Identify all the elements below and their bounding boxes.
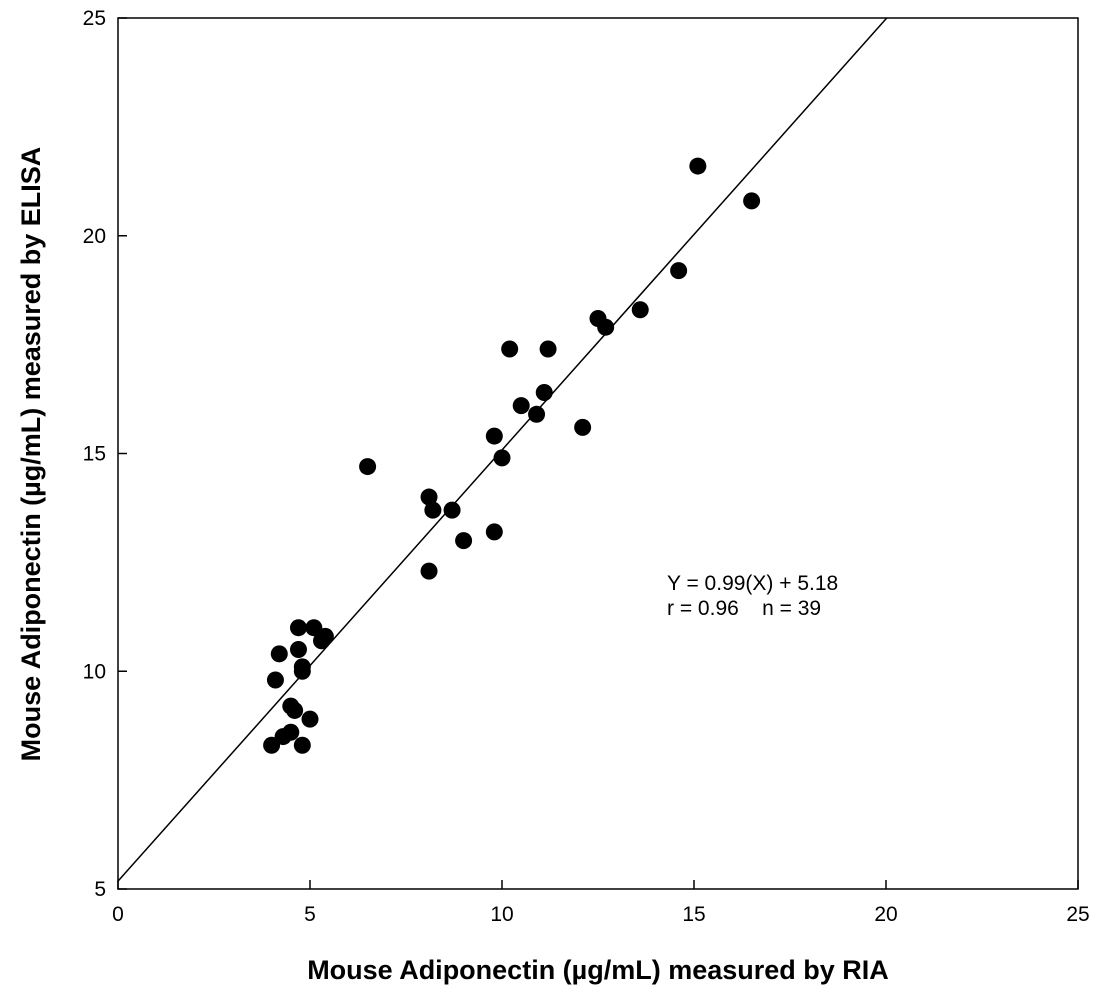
x-axis-title: Mouse Adiponectin (µg/mL) measured by RI…	[307, 955, 889, 985]
x-tick-label: 25	[1066, 903, 1089, 926]
data-point	[282, 724, 299, 741]
data-points	[263, 158, 760, 754]
data-point	[282, 698, 299, 715]
y-axis: 5 10 15 20 25	[83, 7, 127, 901]
data-point	[294, 658, 311, 675]
data-point	[290, 619, 307, 636]
x-tick-label: 0	[112, 903, 124, 926]
x-tick-label: 20	[874, 903, 897, 926]
data-point	[528, 406, 545, 423]
data-point	[494, 449, 511, 466]
data-point	[305, 619, 322, 636]
data-point	[455, 532, 472, 549]
y-tick-label: 15	[83, 443, 106, 466]
data-point	[743, 192, 760, 209]
x-tick-label: 10	[490, 903, 513, 926]
x-axis: 0 5 10 15 20 25	[112, 880, 1090, 926]
data-point	[486, 428, 503, 445]
data-point	[486, 523, 503, 540]
data-point	[590, 310, 607, 327]
x-tick-label: 15	[682, 903, 705, 926]
data-point	[290, 641, 307, 658]
plot-frame	[118, 18, 1078, 889]
data-point	[501, 340, 518, 357]
stats-annotation: r = 0.96 n = 39	[667, 597, 821, 620]
equation-annotation: Y = 0.99(X) + 5.18	[667, 572, 838, 595]
y-tick-label: 5	[94, 878, 106, 901]
y-tick-label: 25	[83, 7, 106, 30]
data-point	[574, 419, 591, 436]
data-point	[540, 340, 557, 357]
data-point	[689, 158, 706, 175]
y-tick-label: 20	[83, 225, 106, 248]
data-point	[421, 563, 438, 580]
y-axis-title: Mouse Adiponectin (µg/mL) measured by EL…	[16, 147, 46, 762]
x-tick-label: 5	[304, 903, 316, 926]
data-point	[632, 301, 649, 318]
data-point	[294, 737, 311, 754]
y-tick-label: 10	[83, 660, 106, 683]
data-point	[359, 458, 376, 475]
data-point	[444, 502, 461, 519]
data-point	[513, 397, 530, 414]
data-point	[670, 262, 687, 279]
data-point	[421, 489, 438, 506]
data-point	[271, 645, 288, 662]
data-point	[302, 711, 319, 728]
data-point	[267, 671, 284, 688]
data-point	[536, 384, 553, 401]
